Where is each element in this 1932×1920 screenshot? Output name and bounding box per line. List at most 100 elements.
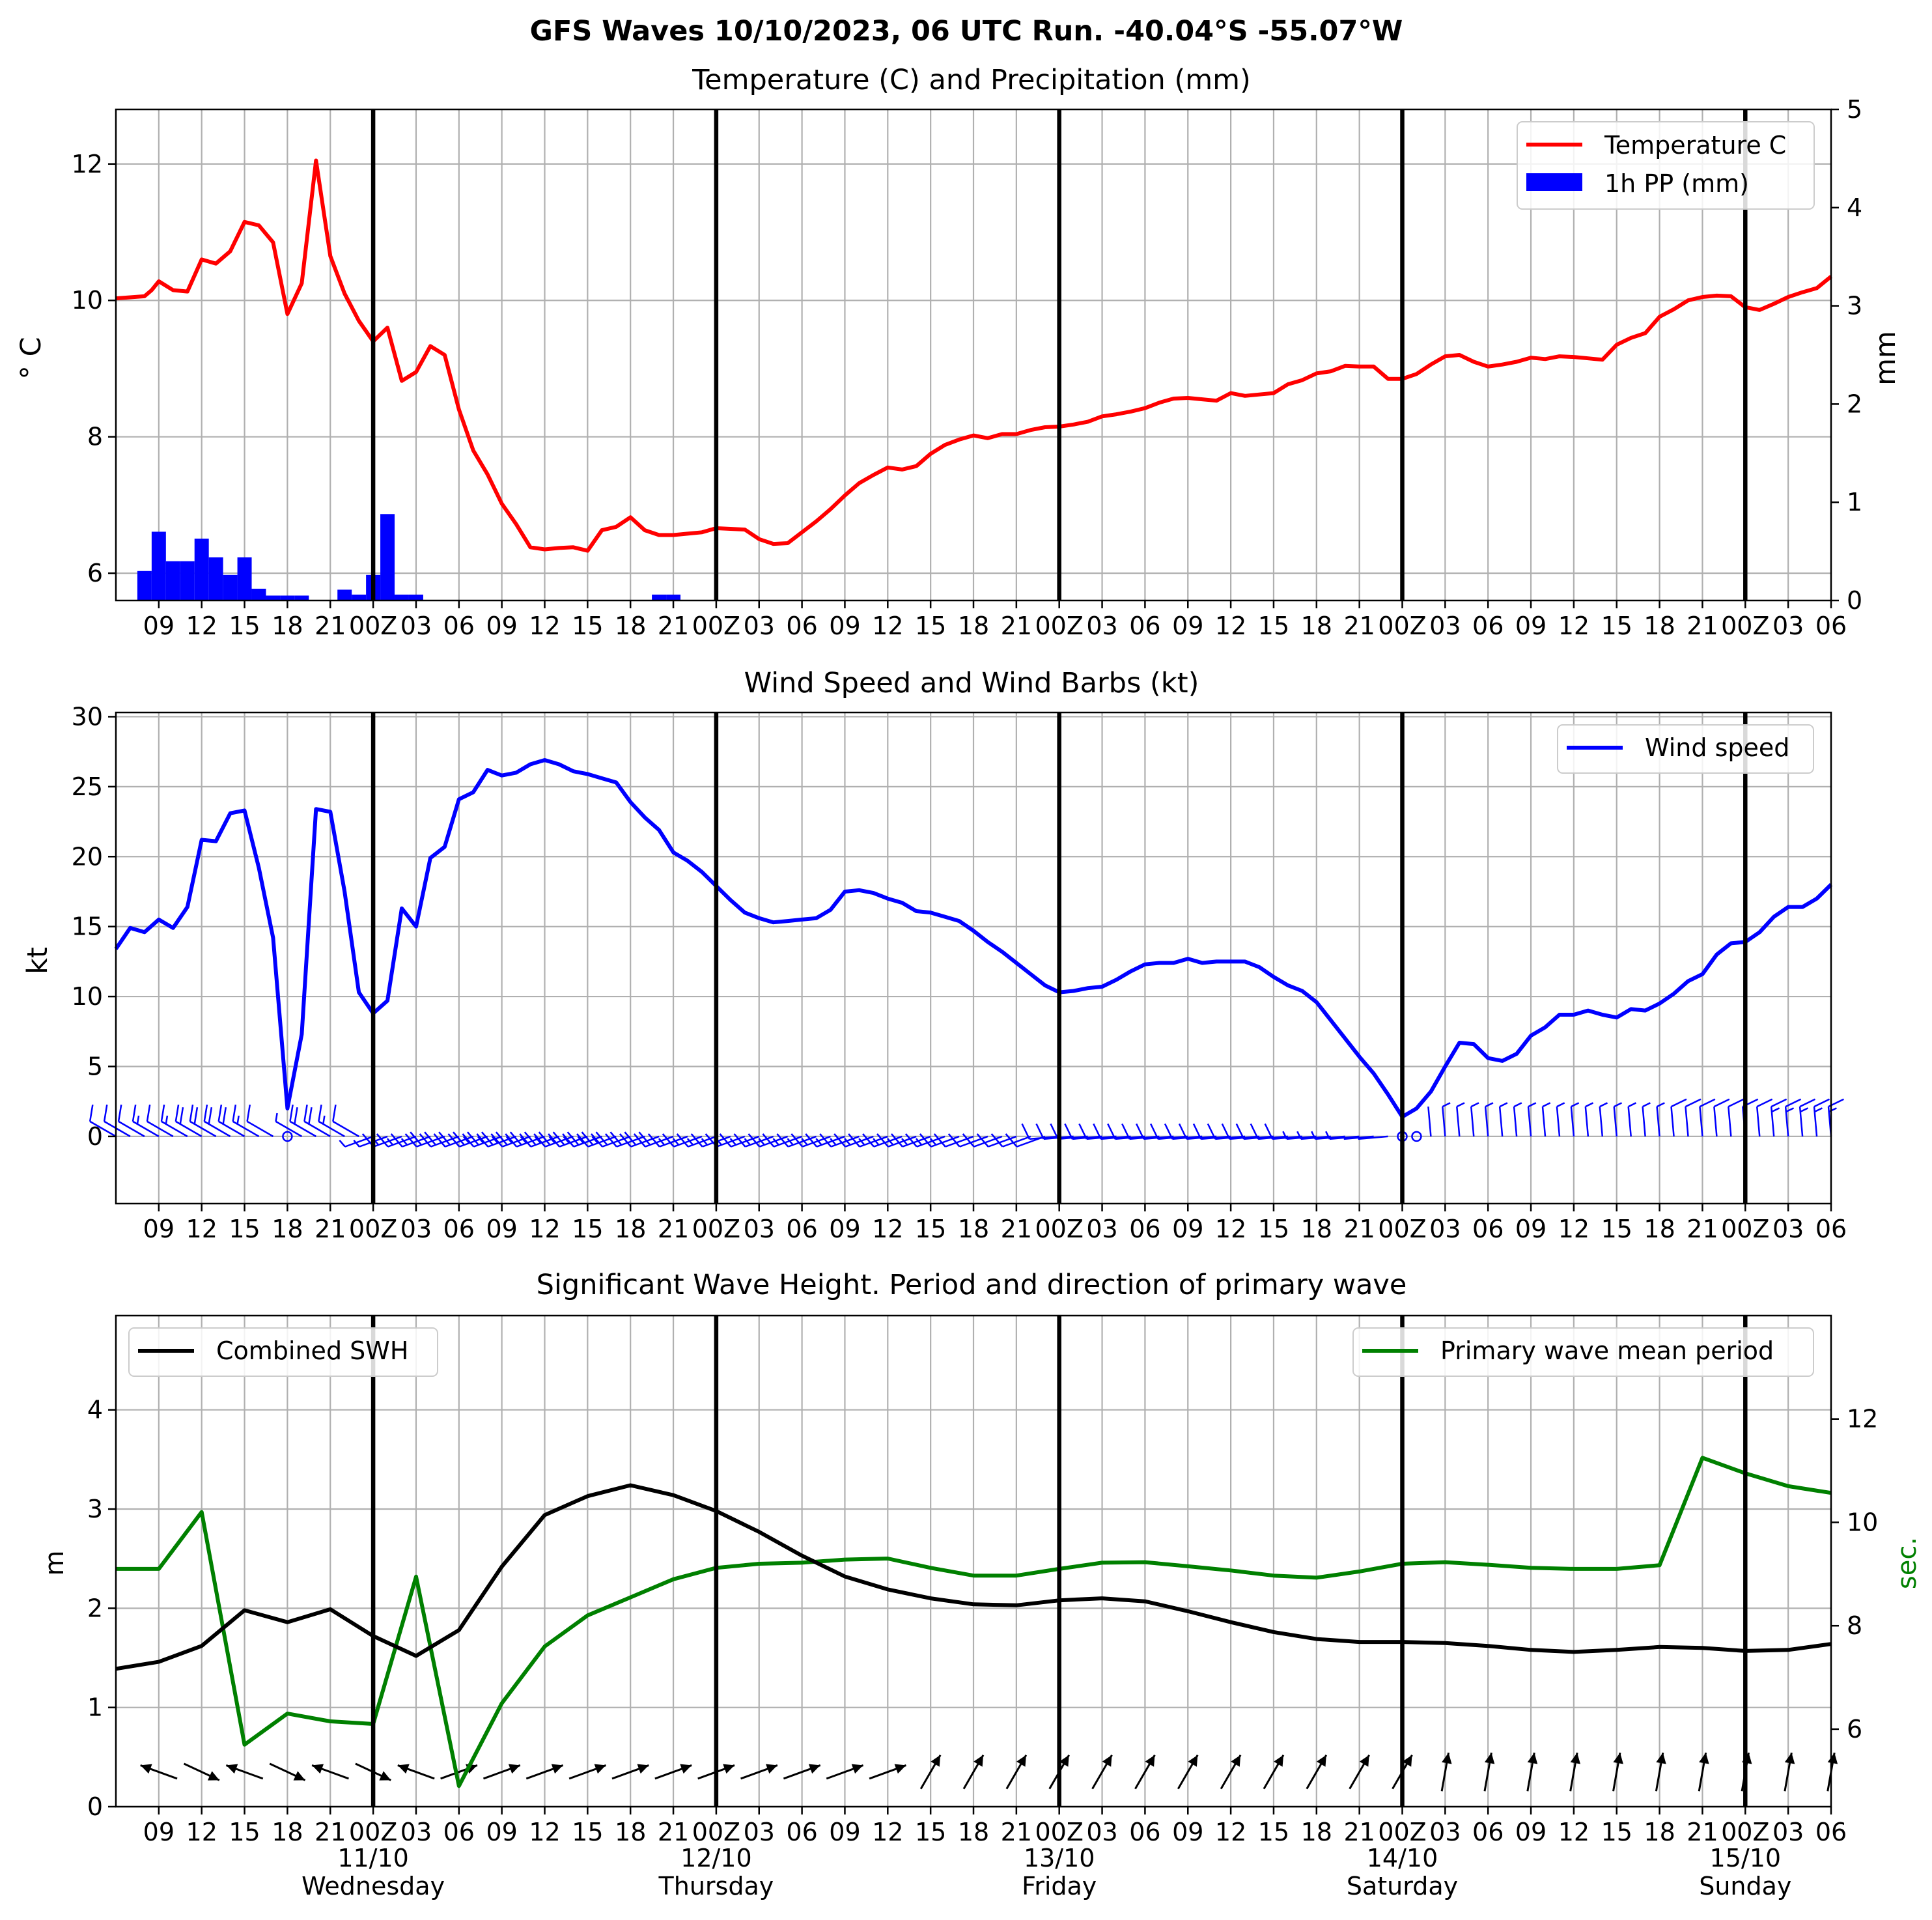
legend-box <box>128 1327 438 1377</box>
x-tick-label: 15 <box>1258 612 1289 640</box>
precip-bar <box>137 571 152 600</box>
wind-barb-flag <box>633 1133 646 1148</box>
x-weekday-label: Sunday <box>1699 1872 1791 1900</box>
wind-barb-flag <box>548 1133 561 1148</box>
wind-barb-flag <box>222 1107 227 1125</box>
wind-barb-flag <box>419 1133 432 1148</box>
wind-barb-flag <box>294 1107 298 1125</box>
precip-bar <box>251 588 266 600</box>
wind-barb-flag <box>662 1133 675 1148</box>
wind-speed-series <box>114 758 1833 1119</box>
x-tick-label: 18 <box>958 1818 989 1846</box>
wind-barb-flag <box>833 1133 847 1148</box>
precip-bar <box>280 595 295 600</box>
wind-barb-staff <box>1343 1135 1374 1140</box>
wind-barb-staff <box>1158 1135 1188 1140</box>
x-tick-label: 00Z <box>692 1215 740 1243</box>
x-tick-label: 12 <box>1215 1818 1246 1846</box>
x-tick-label: 03 <box>744 612 775 640</box>
x-tick-label: 15 <box>915 1215 946 1243</box>
wind-barb-staff <box>1584 1106 1589 1136</box>
right-y-tick-label: 10 <box>1847 1508 1878 1536</box>
wind-barb-flag <box>1235 1123 1245 1140</box>
wind-barb-flag <box>332 1105 337 1122</box>
wind-barb-halfflag <box>1642 1102 1651 1108</box>
wind-barb-halfflag <box>1585 1102 1594 1108</box>
wave-direction-head <box>808 1764 820 1774</box>
wind-barb-flag <box>862 1133 875 1148</box>
x-tick-label: 12 <box>529 612 560 640</box>
wave-direction-head <box>1274 1755 1283 1767</box>
right-y-tick-label: 12 <box>1847 1405 1878 1433</box>
wind-barb-staff <box>1100 1135 1131 1140</box>
x-weekday-label: Saturday <box>1347 1872 1458 1900</box>
wind-barb-halfflag <box>1456 1102 1465 1108</box>
wind-barb-staff <box>1713 1106 1718 1136</box>
x-tick-label: 09 <box>486 1818 517 1846</box>
x-tick-label: 09 <box>1515 612 1547 640</box>
wind-barb-flag <box>1799 1098 1816 1108</box>
wave-direction-head <box>140 1764 152 1774</box>
x-date-label: 11/10 <box>337 1844 409 1872</box>
x-date-label: 14/10 <box>1367 1844 1438 1872</box>
x-tick-label: 12 <box>186 612 217 640</box>
wind-barb-flag <box>193 1107 199 1125</box>
x-tick-label: 15 <box>1258 1215 1289 1243</box>
wind-barb-flag <box>289 1105 294 1122</box>
x-tick-label: 03 <box>400 1818 432 1846</box>
y-tick-label: 20 <box>72 842 103 871</box>
wind-barb-staff <box>1728 1106 1732 1136</box>
wind-barb-flag <box>308 1107 313 1125</box>
wind-barb-halfflag <box>505 1136 513 1144</box>
wind-barb-flag <box>438 1131 451 1146</box>
wind-barb-flag <box>462 1133 475 1148</box>
swh-series <box>115 1483 1832 1671</box>
x-date-label: 15/10 <box>1710 1844 1782 1872</box>
wind-barb-flag <box>604 1133 617 1148</box>
precip-bar <box>408 594 423 600</box>
wind-barb-staff <box>1272 1135 1302 1140</box>
wind-barb-staff <box>1498 1106 1504 1136</box>
wind-barb-halfflag <box>534 1136 542 1144</box>
wind-barb-flag <box>933 1133 946 1148</box>
x-tick-label: 03 <box>400 1215 432 1243</box>
wind-barb-flag <box>404 1133 417 1148</box>
wind-barb-staff <box>1315 1135 1345 1140</box>
wind-barb-flag <box>552 1131 565 1146</box>
wind-barb-flag <box>619 1133 632 1148</box>
wind-barb-flag <box>376 1133 389 1148</box>
period-legend: Primary wave mean period <box>1352 1327 1814 1377</box>
x-tick-label: 03 <box>1429 1818 1461 1846</box>
wind-barb-flag <box>232 1105 237 1122</box>
x-tick-label: 18 <box>958 1215 989 1243</box>
legend-precip-swatch <box>1526 173 1582 191</box>
wind-barb-halfflag <box>815 1138 822 1146</box>
wind-barb-flag <box>481 1131 494 1146</box>
wind-barb-staff <box>246 1120 274 1137</box>
x-tick-label: 00Z <box>1035 1818 1084 1846</box>
wave-direction-head <box>894 1764 906 1774</box>
wind-barb-halfflag <box>1614 1102 1622 1108</box>
wind-barbs <box>89 1098 1844 1148</box>
x-tick-label: 06 <box>443 1215 475 1243</box>
wind-barb-staff <box>1215 1135 1246 1140</box>
x-tick-label: 09 <box>1172 1818 1203 1846</box>
wave-direction-head <box>851 1764 863 1774</box>
wind-barb-flag <box>990 1133 1003 1148</box>
wind-barb-halfflag <box>830 1138 837 1146</box>
x-tick-label: 18 <box>1644 1818 1675 1846</box>
wind-barb-flag <box>1813 1098 1830 1108</box>
wind-barb-flag <box>505 1133 518 1148</box>
wind-grid <box>116 713 1831 1204</box>
x-tick-label: 21 <box>658 1215 689 1243</box>
wind-barb-staff <box>1527 1106 1532 1136</box>
period-series <box>116 1456 1832 1788</box>
x-tick-label: 21 <box>315 1215 346 1243</box>
wind-barb-flag <box>776 1133 789 1148</box>
wind-barb-halfflag <box>1311 1131 1317 1140</box>
wind-barb-halfflag <box>236 1115 240 1125</box>
right-y-tick-label: 5 <box>1847 95 1862 124</box>
wind-barb-staff <box>104 1120 131 1137</box>
wind-barb-staff <box>1456 1106 1461 1136</box>
wind-barb-flag <box>447 1133 460 1148</box>
